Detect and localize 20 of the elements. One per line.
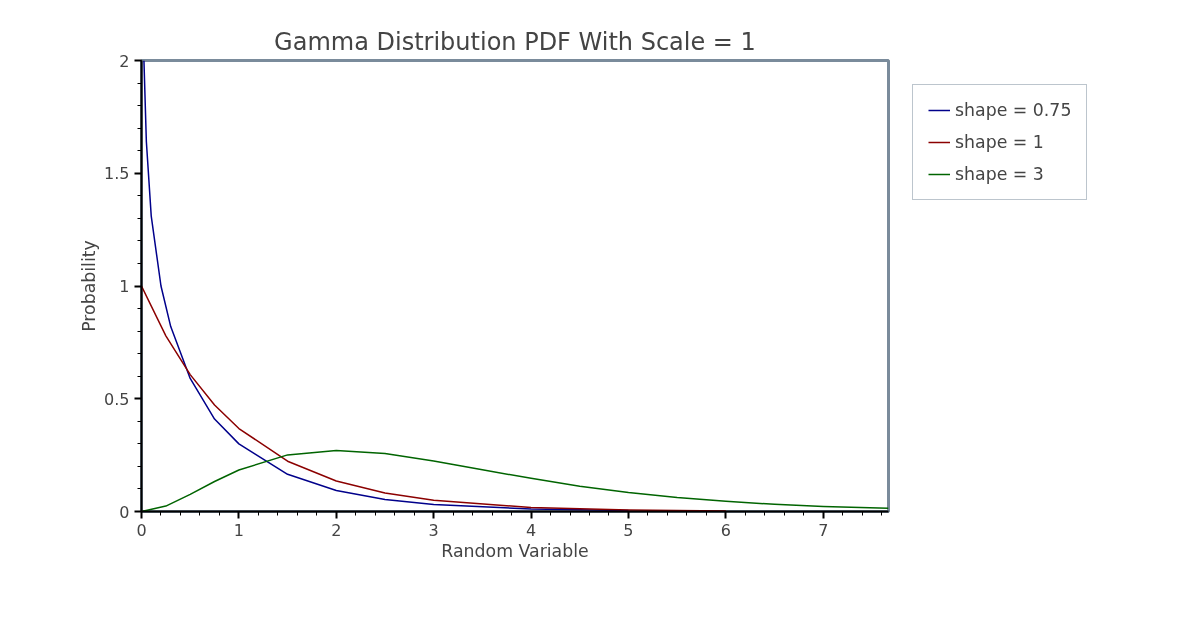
legend-label: shape = 1 [955, 132, 1044, 152]
x-tick-label: 3 [428, 520, 439, 540]
y-tick-label: 0 [119, 502, 130, 522]
x-tick-label: 5 [623, 520, 634, 540]
y-tick-label: 1.5 [104, 164, 130, 184]
legend-label: shape = 3 [955, 164, 1044, 184]
y-tick-label: 1 [119, 277, 130, 296]
x-axis-title: Random Variable [441, 540, 589, 561]
legend-label: shape = 0.75 [955, 100, 1072, 120]
x-tick-label: 1 [233, 520, 244, 540]
y-axis-title: Probability [79, 240, 100, 332]
x-tick-label: 0 [136, 520, 147, 540]
x-tick-label: 4 [525, 520, 537, 540]
x-tick-label: 6 [720, 520, 731, 540]
y-tick-label: 0.5 [104, 389, 130, 409]
x-tick-label: 2 [331, 520, 342, 540]
x-tick-label: 7 [818, 520, 829, 540]
y-tick-label: 2 [119, 51, 130, 71]
line-series [141, 285, 727, 512]
chart-title: Gamma Distribution PDF With Scale = 1 [274, 27, 756, 56]
